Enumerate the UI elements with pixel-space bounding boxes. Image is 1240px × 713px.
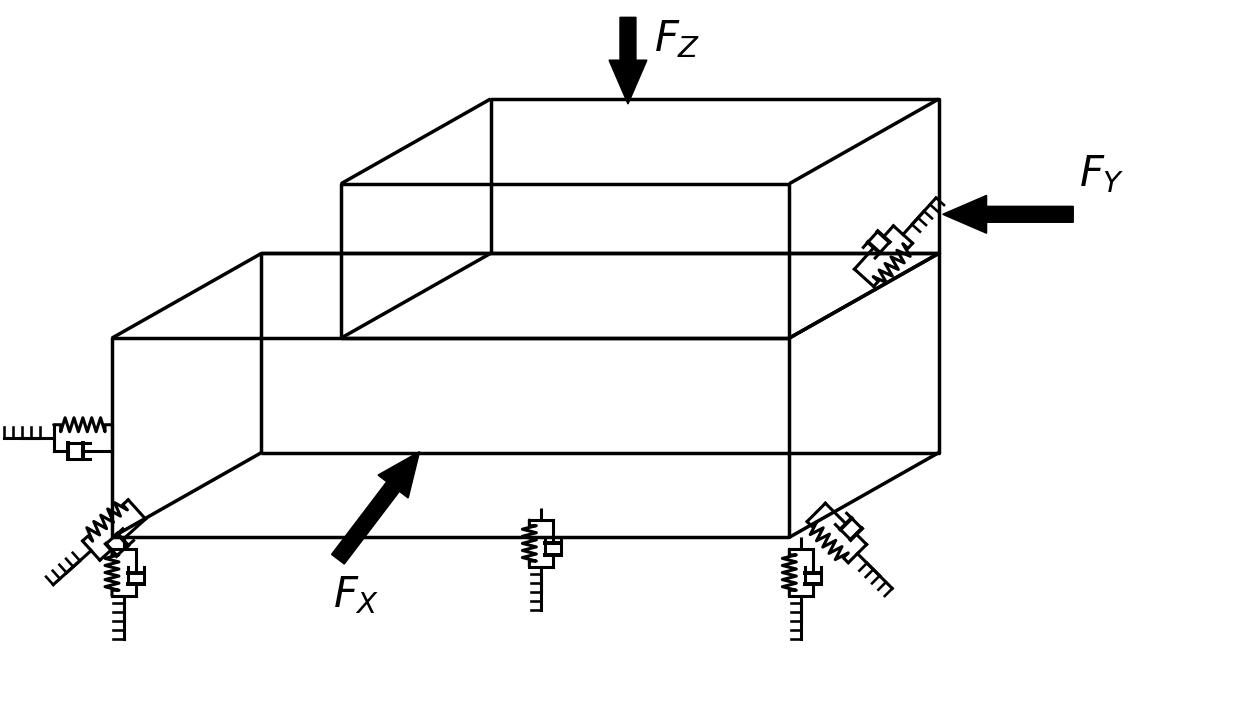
Polygon shape: [331, 451, 419, 564]
Text: $F_X$: $F_X$: [332, 574, 379, 616]
Text: $F_Z$: $F_Z$: [653, 19, 701, 60]
Polygon shape: [942, 195, 1074, 233]
Polygon shape: [609, 17, 647, 104]
Text: $F_Y$: $F_Y$: [1079, 153, 1125, 195]
